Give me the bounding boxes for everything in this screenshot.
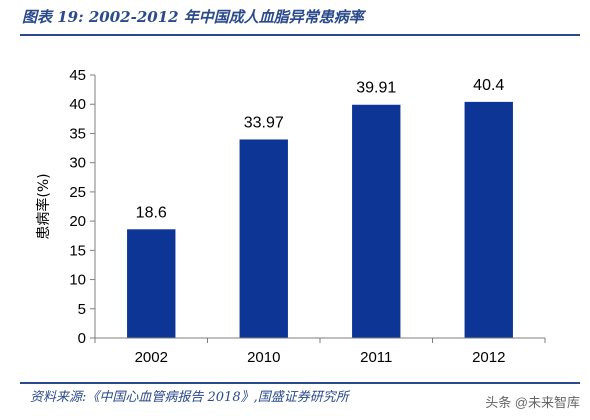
bars: 18.6 33.97 39.91 40.4 [127, 77, 513, 338]
x-axis: 2002 2010 2011 2012 [94, 337, 546, 366]
y-axis: 0 5 10 15 20 25 30 35 40 45 [69, 67, 96, 347]
x-tick-label-2002: 2002 [135, 349, 168, 366]
x-tick-label-2010: 2010 [247, 349, 280, 366]
y-tick-label: 30 [69, 155, 86, 172]
bar-2002 [127, 229, 176, 338]
data-label-2011: 39.91 [356, 80, 396, 97]
figure-title: 图表 19: 2002-2012 年中国成人血脂异常患病率 [22, 8, 364, 26]
y-tick-label: 0 [78, 330, 86, 347]
y-axis-label: 患病率(%) [35, 173, 52, 239]
watermark: 头条 @未来智库 [485, 395, 580, 410]
data-label-2012: 40.4 [473, 77, 504, 94]
y-tick-label: 25 [69, 184, 86, 201]
y-tick-label: 15 [69, 242, 86, 259]
y-tick-label: 10 [69, 272, 86, 289]
bottom-rule [20, 382, 580, 384]
top-rule [20, 34, 580, 36]
y-tick-label: 40 [69, 96, 86, 113]
data-label-2010: 33.97 [244, 114, 284, 131]
data-label-2002: 18.6 [136, 204, 167, 221]
y-tick-label: 20 [69, 213, 86, 230]
x-tick-label-2011: 2011 [360, 349, 392, 366]
bar-2012 [464, 101, 513, 338]
y-tick-label: 45 [69, 67, 86, 84]
bar-chart: 0 5 10 15 20 25 30 35 40 45 18.6 33.97 39.91 40.4 20… [35, 67, 546, 366]
x-tick-label-2012: 2012 [472, 349, 505, 366]
source-note: 资料来源:《中国心血管病报告 2018》,国盛证券研究所 [30, 390, 349, 405]
bar-2010 [239, 139, 288, 338]
y-tick-label: 35 [69, 125, 86, 142]
y-tick-label: 5 [78, 301, 86, 318]
bar-2011 [352, 104, 401, 338]
